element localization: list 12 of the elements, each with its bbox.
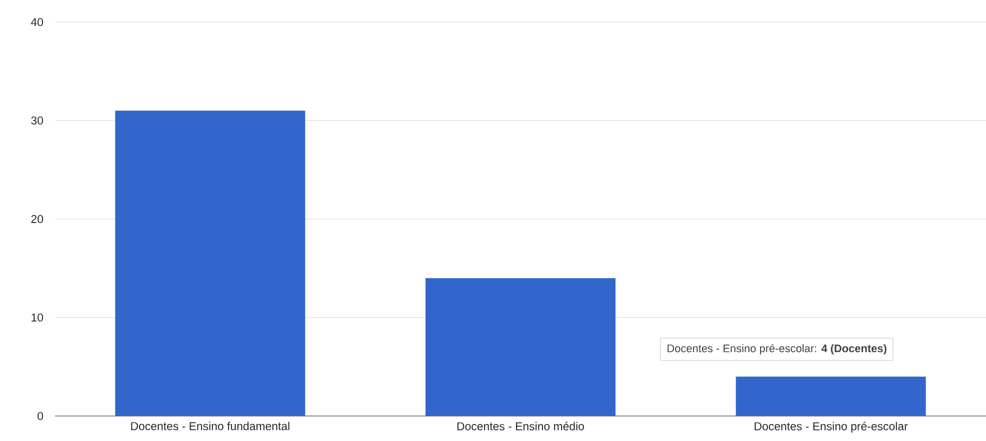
y-tick-label: 10 [32,313,44,322]
y-tick-label: 40 [31,18,44,26]
annotation: Docentes - Ensino pré-escolar: 4 (Docentes) [668,344,886,354]
bar [426,278,616,416]
x-tick-label: Docentes - Ensino fundamental [131,422,290,430]
bar [115,110,306,416]
x-tick-label: Docentes - Ensino médio [457,422,584,430]
y-tick-label: 20 [31,214,44,224]
bar [736,376,926,416]
y-tick-label: 0 [38,412,44,420]
y-tick-label: 30 [31,116,44,125]
x-tick-label: Docentes - Ensino pré-escolar [754,422,908,433]
